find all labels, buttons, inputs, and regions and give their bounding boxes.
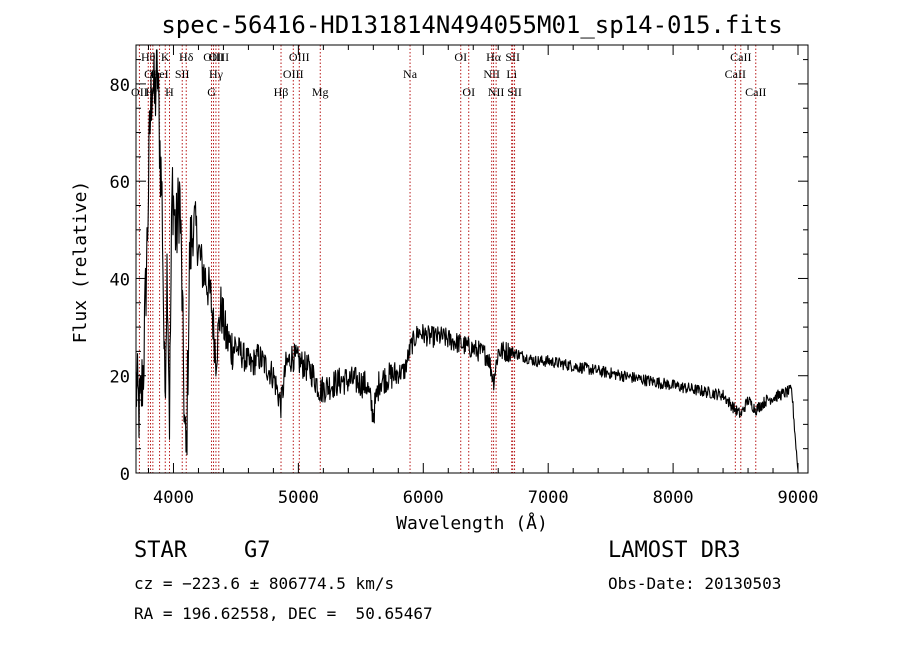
y-tick-label: 20 (110, 368, 130, 388)
spectral-line-label: Hγ (209, 67, 224, 81)
spectral-line-label: OIII (283, 67, 304, 81)
axis-ticks: 4000 5000 6000 7000 8000 9000 0 20 40 60 80 (110, 45, 819, 508)
spectral-line-label: Hα (486, 50, 502, 64)
spectral-line-label: SII (507, 85, 522, 99)
object-subclass: G7 (244, 538, 271, 563)
spectral-line-label: K (161, 50, 170, 64)
x-tick-label: 9000 (778, 488, 819, 508)
y-tick-label: 0 (120, 465, 130, 485)
spectral-line-label: OIII (289, 50, 310, 64)
spectral-line-label: Hδ (179, 50, 194, 64)
spectral-line-label: Li (506, 67, 517, 81)
spectral-line-label: OII (131, 85, 148, 99)
y-tick-label: 60 (110, 173, 130, 193)
spectral-line-label: Hβ (274, 85, 289, 99)
spectral-line-label: CaII (725, 67, 746, 81)
y-tick-label: 80 (110, 76, 130, 96)
spectral-line-label: CaII (745, 85, 766, 99)
spectral-line-label: OIII (208, 50, 229, 64)
x-axis-label: Wavelength (Å) (396, 512, 548, 534)
spectral-line-label: OI (454, 50, 467, 64)
spectral-line-label: G (207, 85, 216, 99)
plot-frame (135, 44, 809, 474)
x-tick-label: 6000 (403, 488, 444, 508)
spectral-line-label: Mg (312, 85, 329, 99)
x-tick-label: 5000 (278, 488, 319, 508)
x-tick-label: 4000 (153, 488, 194, 508)
spectral-line-label: SII (175, 67, 190, 81)
observation-date: Obs-Date: 20130503 (608, 574, 782, 593)
y-axis-label: Flux (relative) (70, 181, 91, 344)
chart-title: spec-56416-HD131814N494055M01_sp14-015.f… (161, 11, 782, 39)
spectral-line-label: Hθ (141, 50, 156, 64)
spectral-line-label: NII (483, 67, 500, 81)
spectral-line-label: CaII (730, 50, 751, 64)
spectral-line-markers: OIIHθOIHηHeIKHSIIHδGOIIIHγOIIIHβOIIIOIII… (131, 45, 766, 473)
x-tick-label: 8000 (653, 488, 694, 508)
spectral-line-label: Na (403, 67, 418, 81)
spectral-line-label: NII (488, 85, 505, 99)
object-type: STAR (134, 538, 187, 563)
spectrum-series (135, 49, 799, 471)
survey-name: LAMOST DR3 (608, 538, 741, 563)
x-tick-label: 7000 (528, 488, 569, 508)
redshift-cz: cz = −223.6 ± 806774.5 km/s (134, 574, 395, 593)
spectral-line-label: H (165, 85, 174, 99)
y-tick-label: 40 (110, 270, 130, 290)
spectral-line-label: SII (505, 50, 520, 64)
ra-dec: RA = 196.62558, DEC = 50.65467 (134, 604, 433, 623)
spectral-line-label: OI (462, 85, 475, 99)
spectrum-line (135, 49, 799, 471)
